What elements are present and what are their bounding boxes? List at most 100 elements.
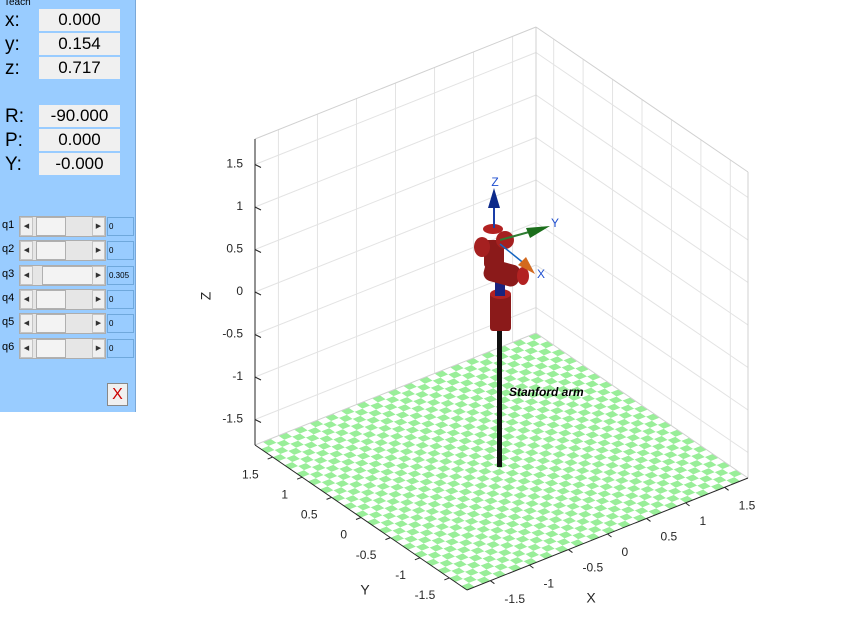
slider-left-arrow[interactable]: ◀ <box>20 265 33 285</box>
floor-tile <box>350 422 365 430</box>
slider-left-arrow[interactable]: ◀ <box>20 217 33 236</box>
slider-right-arrow[interactable]: ▶ <box>92 338 105 358</box>
floor-tile <box>521 514 536 522</box>
floor-tile <box>507 487 522 495</box>
joint-value[interactable]: 0 <box>107 338 134 358</box>
floor-tile <box>364 500 379 508</box>
floor-tile <box>490 526 504 534</box>
floor-tile <box>577 383 592 391</box>
floor-tile <box>434 421 449 429</box>
slider-thumb[interactable] <box>36 241 66 261</box>
floor-tile <box>439 483 453 491</box>
floor-tile <box>634 456 649 464</box>
floor-tile <box>515 459 529 467</box>
joint-slider[interactable]: ◀ ▶ <box>19 264 106 286</box>
joint-slider[interactable]: ◀ ▶ <box>19 216 106 237</box>
floor-tile <box>556 487 571 495</box>
joint-slider[interactable]: ◀ ▶ <box>19 240 106 262</box>
floor-tile <box>344 444 359 452</box>
slider-left-arrow[interactable]: ◀ <box>20 338 33 358</box>
floor-tile <box>446 429 461 437</box>
joint-slider[interactable]: ◀ ▶ <box>19 337 106 359</box>
floor-tile <box>644 497 659 505</box>
floor-tile <box>479 435 494 443</box>
floor-tile <box>552 476 567 484</box>
floor-tile <box>513 415 527 423</box>
floor-tile <box>366 492 381 501</box>
floor-tile <box>581 471 596 479</box>
floor-tile <box>546 497 561 505</box>
floor-tile <box>411 481 426 489</box>
joint-value[interactable]: 0.305 <box>107 265 134 285</box>
joint-slider[interactable]: ◀ ▶ <box>19 313 106 335</box>
floor-tile <box>433 530 448 538</box>
slider-left-arrow[interactable]: ◀ <box>20 314 33 334</box>
floor-tile <box>609 498 623 506</box>
floor-tile <box>342 425 357 434</box>
slider-right-arrow[interactable]: ▶ <box>92 314 105 334</box>
joint-value[interactable]: 0 <box>107 289 134 309</box>
floor-tile <box>571 379 586 387</box>
floor-tile <box>440 450 455 458</box>
floor-tile <box>591 384 605 392</box>
floor-tile <box>476 474 490 482</box>
floor-tile <box>652 493 666 502</box>
floor-tile <box>358 470 373 478</box>
floor-tile <box>388 490 402 498</box>
floor-tile <box>580 529 594 537</box>
floor-tile <box>480 536 495 545</box>
x-tick <box>646 518 651 522</box>
slider-left-arrow[interactable]: ◀ <box>20 241 33 261</box>
slider-right-arrow[interactable]: ▶ <box>92 217 105 236</box>
close-button[interactable]: X <box>107 383 128 406</box>
floor-tile <box>423 413 437 421</box>
y-tick-label: 0 <box>340 528 347 542</box>
floor-tile <box>528 434 543 442</box>
floor-tile <box>354 434 369 442</box>
floor-tile <box>683 456 698 464</box>
floor-tile <box>569 462 584 471</box>
floor-tile <box>579 376 593 384</box>
z-tick <box>254 291 262 296</box>
floor-tile <box>593 453 608 461</box>
slider-thumb[interactable] <box>36 338 66 358</box>
joint-value[interactable]: 0 <box>107 241 134 261</box>
floor-tile <box>442 418 457 426</box>
floor-tile <box>526 441 541 450</box>
slider-thumb[interactable] <box>42 265 93 285</box>
slider-thumb[interactable] <box>36 314 66 334</box>
joint-value[interactable]: 0 <box>107 217 134 236</box>
slider-right-arrow[interactable]: ▶ <box>92 289 105 309</box>
floor-tile <box>539 526 553 534</box>
floor-tile <box>458 513 473 521</box>
floor-tile <box>393 443 408 452</box>
floor-tile <box>579 452 594 460</box>
slider-thumb[interactable] <box>36 289 66 309</box>
joint-slider[interactable]: ◀ ▶ <box>19 288 106 310</box>
floor-tile <box>534 413 549 421</box>
floor-tile <box>568 470 582 478</box>
floor-tile <box>496 530 510 538</box>
floor-tile <box>463 390 478 398</box>
slider-right-arrow[interactable]: ▶ <box>92 265 105 285</box>
floor-tile <box>512 364 527 372</box>
floor-tile <box>435 523 450 531</box>
floor-tile <box>439 508 453 516</box>
floor-tile <box>550 534 565 542</box>
slider-right-arrow[interactable]: ▶ <box>92 241 105 261</box>
floor-tile <box>540 468 555 476</box>
slider-thumb[interactable] <box>36 217 66 236</box>
floor-tile <box>589 518 604 526</box>
floor-tile <box>448 422 463 430</box>
floor-tile <box>615 476 629 485</box>
floor-tile <box>597 515 612 523</box>
floor-tile <box>472 565 487 573</box>
joint-value[interactable]: 0 <box>107 314 134 334</box>
floor-tile <box>536 380 550 388</box>
slider-left-arrow[interactable]: ◀ <box>20 289 33 309</box>
z-tick-label: -1 <box>232 369 243 383</box>
floor-tile <box>638 493 653 501</box>
floor-tile <box>579 427 594 435</box>
floor-tile <box>661 432 676 440</box>
floor-tile <box>417 434 431 442</box>
